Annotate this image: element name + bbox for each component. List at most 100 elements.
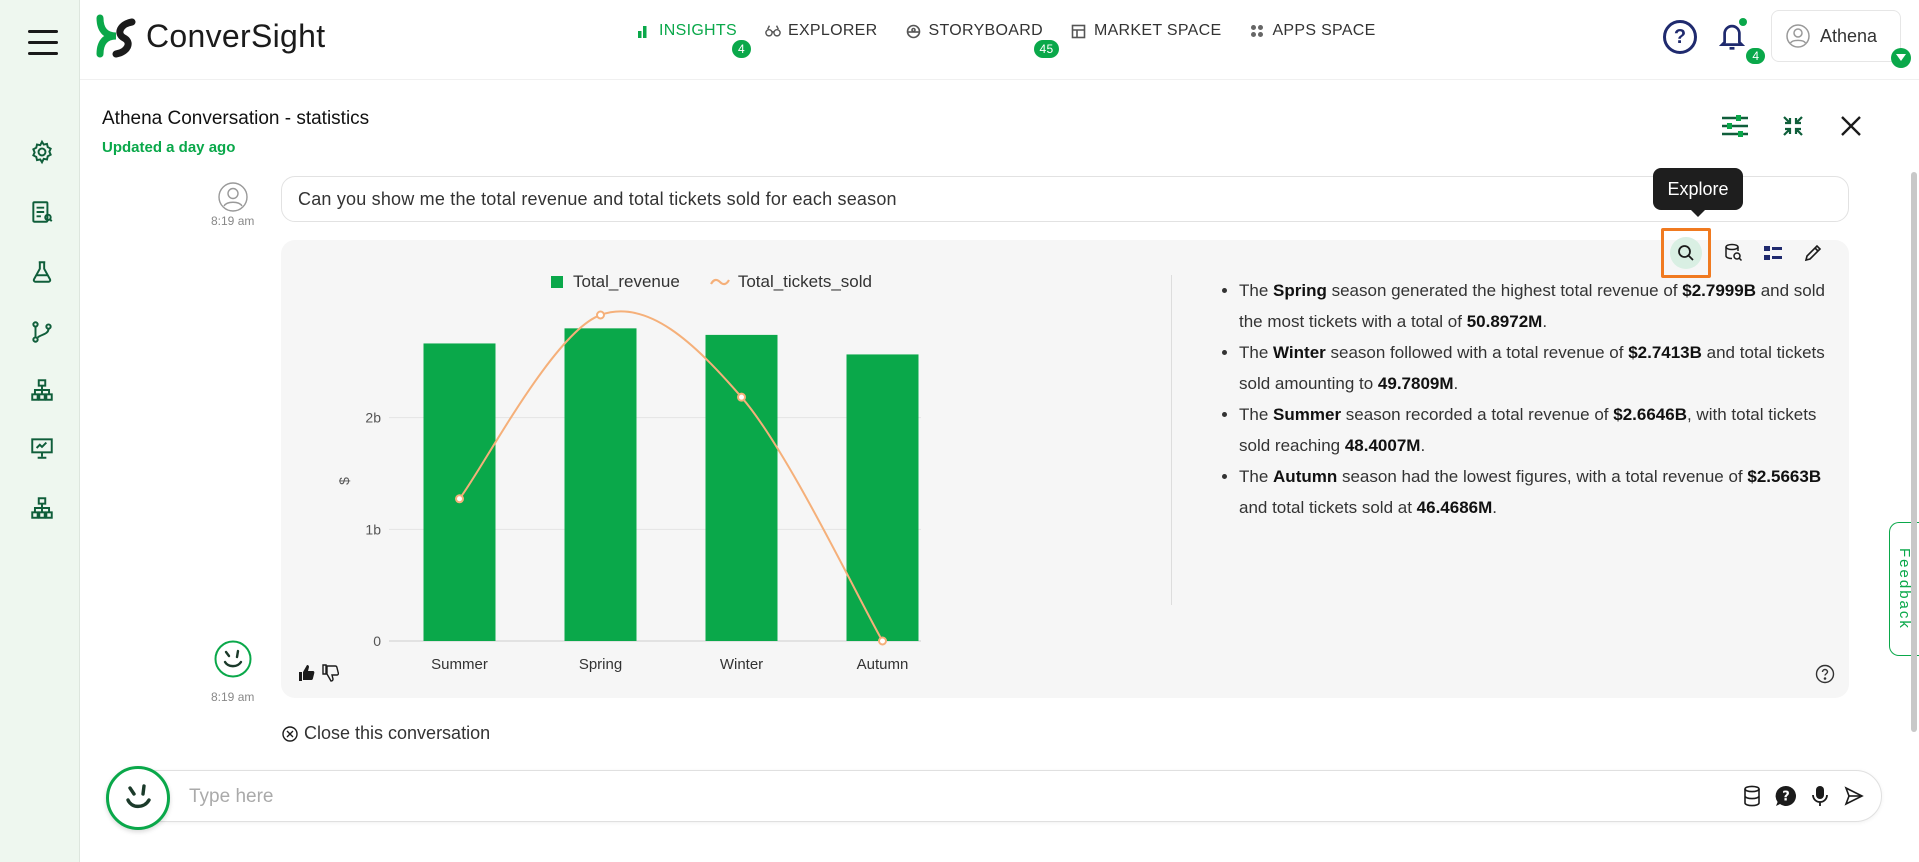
market-icon — [1071, 23, 1087, 39]
collapse-icon[interactable] — [1777, 110, 1809, 142]
close-circle-icon — [282, 725, 298, 742]
hamburger-menu-icon[interactable] — [28, 30, 58, 56]
nav-market-space[interactable]: MARKET SPACE — [1071, 22, 1221, 40]
apps-grid-icon — [1249, 23, 1265, 39]
summary-mid2: and total tickets sold amounting to — [1239, 343, 1825, 393]
summary-item: The Autumn season had the lowest figures… — [1239, 461, 1831, 523]
summary-mid2: and total tickets sold at — [1239, 498, 1417, 517]
legend-label-revenue[interactable]: Total_revenue — [573, 272, 680, 291]
user-menu[interactable]: Athena — [1771, 10, 1901, 62]
report-icon[interactable] — [26, 196, 58, 228]
user-name: Athena — [1820, 25, 1878, 46]
notification-badge: 4 — [1746, 48, 1765, 64]
bell-icon[interactable] — [1717, 20, 1749, 54]
summary-b3: 49.7809M — [1377, 374, 1454, 393]
summary-b2: $2.6646B — [1613, 405, 1687, 424]
edit-button[interactable] — [1795, 235, 1831, 271]
summary-b1: Spring — [1273, 281, 1327, 300]
nav-insights[interactable]: INSIGHTS 4 — [636, 22, 751, 58]
explore-tooltip: Explore — [1653, 168, 1743, 217]
top-right-tools: ? 4 Athena — [1519, 0, 1919, 80]
settings-icon[interactable] — [26, 136, 58, 168]
tickets-point-winter[interactable] — [737, 392, 746, 402]
legend-label-tickets[interactable]: Total_tickets_sold — [737, 272, 872, 291]
summary-pre: The — [1239, 467, 1274, 486]
nav-apps-space-label: APPS SPACE — [1272, 22, 1376, 39]
nav-explorer[interactable]: EXPLORER — [765, 22, 878, 40]
help-bubble-icon[interactable]: ? — [1773, 783, 1799, 809]
revenue-bar-winter[interactable] — [705, 334, 778, 641]
nav-insights-label: INSIGHTS — [659, 22, 737, 39]
summary-b3: 50.8972M — [1466, 312, 1543, 331]
help-icon[interactable]: ? — [1663, 20, 1697, 54]
thumbs-down-icon[interactable] — [321, 664, 339, 682]
chat-input-bar: ? — [110, 770, 1882, 822]
hierarchy-alt-icon[interactable] — [26, 492, 58, 524]
microphone-icon[interactable] — [1807, 783, 1833, 809]
brand-logo[interactable]: ConverSight — [94, 14, 325, 58]
nav-explorer-label: EXPLORER — [787, 22, 878, 39]
question-timestamp: 8:19 am — [211, 214, 255, 228]
hierarchy-icon[interactable] — [26, 374, 58, 406]
conversation-updated: Updated a day ago — [102, 139, 236, 156]
revenue-bar-spring[interactable] — [564, 328, 637, 641]
presentation-icon[interactable] — [26, 432, 58, 464]
summary-pre: The — [1239, 281, 1274, 300]
y-left-tick-label: 1b — [365, 521, 381, 537]
chevron-down-icon[interactable] — [1891, 48, 1911, 68]
y-axis-label: $ — [336, 477, 352, 485]
summary-b3: 46.4686M — [1416, 498, 1493, 517]
revenue-bar-autumn[interactable] — [846, 354, 919, 641]
tickets-point-summer[interactable] — [455, 494, 464, 504]
chat-input[interactable] — [189, 783, 1589, 811]
nav-apps-space[interactable]: APPS SPACE — [1249, 22, 1375, 40]
nav-storyboard[interactable]: STORYBOARD 45 — [906, 22, 1060, 58]
svg-text:?: ? — [1782, 790, 1790, 805]
user-avatar-icon — [218, 182, 248, 212]
flask-icon[interactable] — [26, 256, 58, 288]
data-source-button[interactable] — [1715, 235, 1751, 271]
answer-tools — [1657, 228, 1831, 278]
filter-sliders-icon[interactable] — [1719, 110, 1751, 142]
explore-button[interactable] — [1661, 228, 1711, 278]
chart-legend: Total_revenue Total_tickets_sold — [551, 272, 872, 292]
bot-avatar-icon — [214, 640, 252, 678]
conversight-logo-icon — [96, 14, 136, 58]
thumbs-up-icon[interactable] — [297, 664, 315, 682]
brand-name: ConverSight — [146, 17, 326, 54]
summary-b1: Winter — [1273, 343, 1326, 362]
summary-mid2: and sold the most tickets with a total o… — [1239, 281, 1825, 331]
list-view-button[interactable] — [1755, 235, 1791, 271]
help-circle-icon[interactable] — [1815, 664, 1835, 684]
search-icon — [1678, 245, 1694, 261]
revenue-bar-summer[interactable] — [423, 343, 496, 641]
summary-b1: Autumn — [1273, 467, 1338, 486]
y-left-tick-label: 2b — [365, 410, 381, 426]
left-rail — [0, 0, 80, 862]
summary-post: . — [1492, 498, 1498, 517]
conversation-title: Athena Conversation - statistics — [102, 108, 370, 129]
summary-pre: The — [1239, 343, 1274, 362]
main-nav: INSIGHTS 4 EXPLORER STORYBOARD 45 MARKET… — [636, 22, 1404, 58]
user-avatar-icon — [1786, 24, 1810, 48]
summary-post: . — [1542, 312, 1548, 331]
database-icon[interactable] — [1739, 783, 1765, 809]
card-divider — [1171, 275, 1172, 605]
assistant-logo-button[interactable] — [106, 766, 170, 830]
close-conversation-link[interactable]: Close this conversation — [282, 723, 490, 744]
send-icon[interactable] — [1841, 783, 1867, 809]
close-icon[interactable] — [1835, 110, 1867, 142]
tickets-point-spring[interactable] — [596, 310, 605, 320]
top-bar: ConverSight INSIGHTS 4 EXPLORER STORYBOA… — [80, 0, 1919, 80]
summary-item: The Summer season recorded a total reven… — [1239, 399, 1831, 461]
branch-icon[interactable] — [26, 316, 58, 348]
storyboard-icon — [906, 23, 922, 39]
summary-b2: $2.7999B — [1682, 281, 1756, 300]
summary-mid1: season had the lowest figures, with a to… — [1337, 467, 1748, 486]
user-question: Can you show me the total revenue and to… — [281, 176, 1849, 222]
insights-badge: 4 — [732, 40, 751, 58]
page-scrollbar[interactable] — [1911, 172, 1917, 732]
legend-swatch-revenue — [551, 276, 563, 288]
tickets-point-autumn[interactable] — [878, 636, 887, 646]
nav-storyboard-label: STORYBOARD — [928, 22, 1043, 39]
